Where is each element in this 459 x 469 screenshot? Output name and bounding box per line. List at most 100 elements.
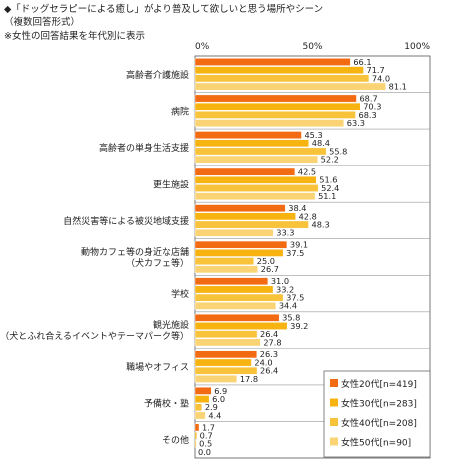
bar: [194, 277, 269, 286]
data-label: 70.3: [363, 102, 381, 112]
data-label: 35.8: [282, 313, 300, 323]
bar: [194, 249, 284, 257]
data-label: 6.0: [212, 394, 225, 404]
data-label: 52.2: [321, 155, 339, 165]
category-label: （犬とふれ合えるイベントやテーマパーク等）: [0, 330, 189, 342]
data-label: 42.8: [299, 211, 317, 221]
legend-label: 女性50代[n=90]: [341, 437, 411, 449]
bar: [194, 265, 258, 274]
data-label: 81.1: [389, 81, 407, 91]
bar: [194, 58, 351, 66]
data-label: 71.7: [366, 65, 384, 75]
data-label: 39.2: [290, 321, 308, 331]
legend-swatch: [330, 379, 338, 387]
bar: [194, 228, 274, 237]
data-label: 2.9: [205, 402, 218, 412]
bar: [194, 358, 252, 367]
legend-swatch: [330, 398, 338, 407]
bar: [194, 192, 316, 201]
category-label: 学校: [171, 288, 189, 300]
bar: [194, 423, 200, 432]
bar: [194, 111, 356, 119]
data-label: 51.6: [319, 175, 337, 185]
bar: [194, 395, 210, 403]
data-label: 26.4: [260, 366, 278, 376]
data-label: 55.8: [329, 146, 347, 156]
bar: [194, 375, 238, 383]
data-label: 26.4: [260, 329, 278, 339]
data-label: 6.9: [214, 386, 227, 396]
bar: [194, 94, 357, 103]
data-label: 51.1: [318, 191, 336, 201]
category-label: 病院: [171, 105, 189, 117]
data-label: 74.0: [372, 73, 390, 83]
data-label: 31.0: [271, 276, 289, 286]
bar: [194, 350, 258, 359]
bar: [194, 431, 197, 440]
plot-frame: [194, 55, 431, 459]
bar: [194, 257, 254, 265]
bar: [194, 293, 284, 302]
chart-note: ※女性の回答結果を年代別に表示: [4, 31, 145, 42]
data-label: 68.7: [359, 93, 377, 103]
x-tick-label: 100%: [404, 42, 430, 52]
data-label: 42.5: [298, 167, 316, 177]
bar: [194, 440, 197, 448]
x-tick-label: 0%: [195, 42, 210, 52]
category-label: （犬カフェ等）: [126, 257, 189, 269]
category-label: 高齢者介護施設: [126, 69, 189, 81]
data-label: 48.3: [312, 219, 330, 229]
bar: [194, 102, 361, 111]
category-label: 高齢者の単身生活支援: [99, 142, 189, 154]
bar: [194, 212, 296, 221]
chart-title: ◆「ドッグセラピーによる癒し」がより普及して欲しいと思う場所やシーン: [4, 4, 324, 15]
legend-swatch: [330, 437, 338, 446]
bar: [194, 184, 319, 192]
data-label: 52.4: [321, 183, 339, 193]
bar: [194, 155, 318, 164]
data-label: 37.5: [286, 248, 304, 258]
category-label: 自然災害等による被災地域支援: [63, 215, 189, 227]
data-label: 27.8: [263, 337, 281, 347]
bar: [194, 66, 364, 74]
bar: [194, 220, 309, 229]
data-label: 1.7: [202, 422, 215, 432]
data-label: 4.4: [208, 410, 221, 420]
data-label: 68.3: [359, 110, 377, 120]
data-label: 37.5: [286, 293, 304, 303]
legend-label: 女性40代[n=208]: [341, 417, 417, 429]
bar: [194, 74, 370, 83]
bar: [194, 338, 261, 347]
data-label: 39.1: [290, 240, 308, 250]
bar: [194, 240, 288, 249]
category-label: 観光施設: [153, 319, 189, 331]
bar: [194, 131, 302, 139]
data-label: 0.7: [200, 431, 213, 441]
x-tick-label: 50%: [302, 42, 322, 52]
legend-label: 女性20代[n=419]: [341, 378, 417, 390]
legend-swatch: [330, 418, 338, 426]
category-label: 職場やオフィス: [126, 361, 189, 373]
data-label: 38.4: [288, 203, 306, 213]
legend-box: [323, 370, 431, 458]
data-label: 25.0: [257, 256, 275, 266]
bar: [194, 119, 344, 127]
data-label: 33.2: [276, 284, 294, 294]
bar: [194, 82, 386, 91]
bar: [194, 147, 327, 156]
data-label: 34.4: [279, 301, 297, 311]
category-label: 予備校・塾: [144, 398, 189, 410]
category-label: 動物カフェ等の身近な店舗: [81, 246, 189, 258]
bar: [194, 204, 286, 212]
data-label: 45.3: [304, 130, 322, 140]
bar: [194, 313, 280, 322]
bar: [194, 302, 277, 310]
data-label: 0.0: [198, 447, 211, 457]
bar: [194, 403, 203, 412]
category-label: 更生施設: [153, 178, 189, 190]
chart-subtitle: （複数回答形式）: [4, 17, 81, 28]
data-label: 17.8: [240, 374, 258, 384]
data-label: 33.3: [276, 228, 294, 238]
data-label: 0.5: [199, 439, 212, 449]
